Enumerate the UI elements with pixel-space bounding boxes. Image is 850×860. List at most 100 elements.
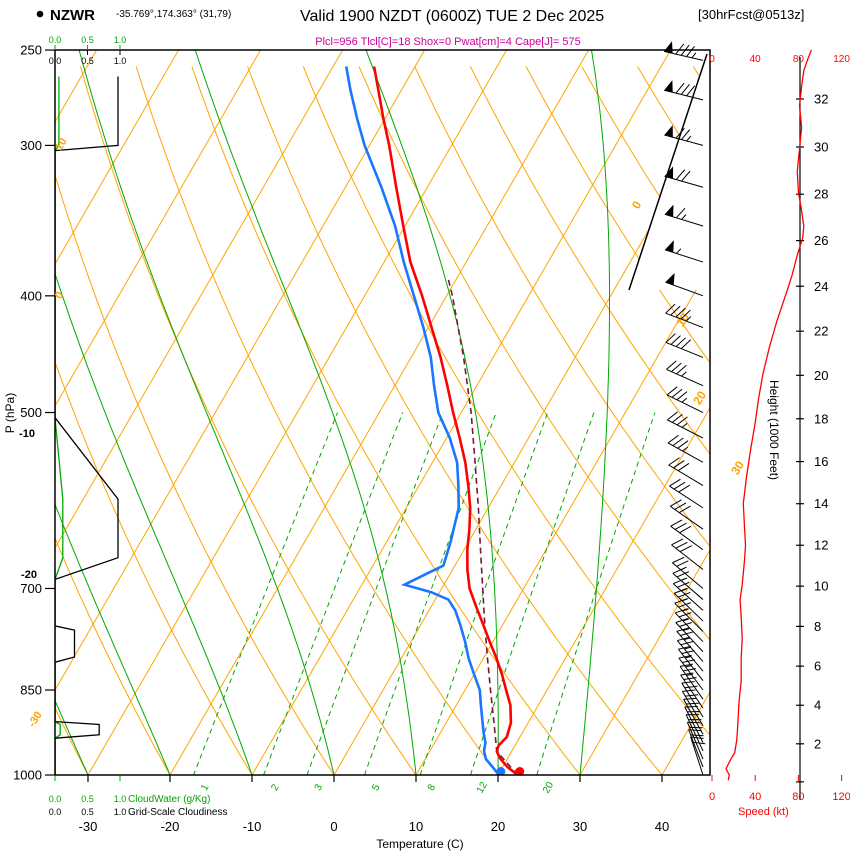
isotherm-line xyxy=(55,50,344,775)
wind-barb-shaft xyxy=(679,666,704,700)
cloudiness-scale-label-top: 0.0 xyxy=(49,56,62,66)
speed-tick-label-top: 80 xyxy=(793,54,805,65)
wind-barb-feather xyxy=(671,538,684,546)
wind-barb-shaft xyxy=(676,631,704,662)
speed-tick-label-bottom: 40 xyxy=(749,791,761,803)
corner-cut-line xyxy=(628,53,708,291)
wind-barb-feather xyxy=(681,680,695,684)
wind-barb-feather xyxy=(682,659,696,663)
wind-barb-feather xyxy=(674,502,687,510)
wind-barb-half-feather xyxy=(691,52,697,59)
height-tick-label: 32 xyxy=(814,91,828,106)
wind-barb-shaft xyxy=(680,674,704,709)
wind-barb-feather xyxy=(682,689,696,692)
pressure-tick-label: 250 xyxy=(20,43,42,58)
wind-barb-shaft xyxy=(667,419,704,439)
speed-tick-label-top: 0 xyxy=(709,54,715,65)
wind-barb-half-feather xyxy=(682,608,689,612)
wind-barb-shaft xyxy=(665,341,704,358)
wind-panel xyxy=(663,41,813,781)
mixing-ratio-label: 1 xyxy=(199,782,212,793)
wind-barb-feather xyxy=(665,333,676,343)
wind-barb-shaft xyxy=(677,648,704,682)
sounding-params-line: Plcl=956 Tlcl[C]=18 Shox=0 Pwat[cm]=4 Ca… xyxy=(315,36,580,48)
dry-adiabat-line xyxy=(55,66,185,775)
wind-barb-feather xyxy=(671,362,682,373)
height-tick-label: 24 xyxy=(814,279,828,294)
wind-barb-feather xyxy=(686,85,696,97)
dry-adiabat-line xyxy=(135,66,518,775)
wind-barb-feather xyxy=(672,556,685,564)
wind-barb-feather xyxy=(680,339,692,349)
wind-barb-feather xyxy=(672,437,684,447)
wind-barb-feather xyxy=(671,388,683,398)
speed-tick-label-bottom: 120 xyxy=(832,791,850,803)
cloudiness-scale-label-bottom: 1.0 xyxy=(114,807,127,817)
isotherm-line xyxy=(579,50,710,775)
isotherm-line xyxy=(169,50,590,775)
wind-barb-shaft xyxy=(683,699,704,735)
cloudwater-scale-label-top: 0.0 xyxy=(49,35,62,45)
wind-barb-shaft xyxy=(670,525,704,551)
wind-barb-shaft xyxy=(669,505,704,530)
cloudwater-scale-label-bottom: 0.0 xyxy=(49,794,62,804)
wind-barb-feather xyxy=(679,622,692,627)
wind-barb-flag xyxy=(664,204,674,217)
height-axis-title: Height (1000 Feet) xyxy=(767,380,781,480)
station-bullet-icon xyxy=(36,10,44,18)
wind-barb-feather xyxy=(675,82,685,94)
adiabat-label: -30 xyxy=(26,709,45,729)
dry-adiabat-line xyxy=(247,66,684,775)
surface-dewpoint-dot xyxy=(496,767,506,775)
isotherm-line xyxy=(55,50,262,775)
temperature-tick-label: 20 xyxy=(491,819,505,834)
wind-barb-shaft xyxy=(676,640,704,672)
wind-barb-shaft xyxy=(666,394,704,413)
wind-barb-flag xyxy=(664,125,673,138)
mixing-ratio-line xyxy=(355,412,497,775)
moist-adiabat-line xyxy=(55,50,89,775)
wind-barb-feather xyxy=(680,672,694,676)
isotherm-line xyxy=(251,50,672,775)
height-tick-label: 26 xyxy=(814,233,828,248)
wind-barb-feather xyxy=(675,337,686,347)
station-name: NZWR xyxy=(50,7,95,24)
dewpoint-curve xyxy=(344,66,500,775)
mixing-ratio-label: 2 xyxy=(269,782,282,793)
isotherm-label: 20 xyxy=(690,388,709,407)
wind-barb-shaft xyxy=(672,583,704,611)
temperature-curve xyxy=(372,66,519,775)
wind-barb-feather xyxy=(675,43,685,55)
wind-barb-feather xyxy=(678,591,691,598)
wind-barb-shaft xyxy=(666,368,704,387)
wind-barb-feather xyxy=(675,307,686,318)
dry-adiabat-line xyxy=(191,66,601,775)
temperature-tick-label: 40 xyxy=(655,819,669,834)
temperature-tick-label: 10 xyxy=(409,819,423,834)
wind-barb-half-feather xyxy=(683,637,691,641)
mixing-ratio-line xyxy=(411,412,549,775)
wind-barb-feather xyxy=(680,44,690,56)
wind-barb-shaft xyxy=(672,562,704,589)
wind-barb-feather xyxy=(678,612,692,618)
mixing-ratio-label: 20 xyxy=(541,780,556,796)
height-tick-label: 8 xyxy=(814,619,821,634)
wind-barb-feather xyxy=(666,360,677,370)
mixing-ratio-line xyxy=(183,412,338,775)
cloudiness-scale-caption: Grid-Scale Cloudiness xyxy=(128,807,228,818)
wind-barb-feather xyxy=(678,484,690,493)
wind-barb-feather xyxy=(678,505,691,514)
wind-barb-feather xyxy=(676,364,687,375)
height-tick-label: 2 xyxy=(814,736,821,751)
pressure-tick-label: 400 xyxy=(20,288,42,303)
wind-barb-feather xyxy=(671,413,683,423)
cloudwater-scale-label-bottom: 1.0 xyxy=(114,794,127,804)
mixing-ratio-line xyxy=(528,412,656,775)
wind-barb-half-feather xyxy=(681,397,688,403)
height-tick-label: 30 xyxy=(814,139,828,154)
wind-barb-feather xyxy=(674,522,687,530)
height-tick-label: 14 xyxy=(814,496,828,511)
wind-barb-feather xyxy=(680,84,690,95)
wind-barb-shaft xyxy=(678,657,704,691)
